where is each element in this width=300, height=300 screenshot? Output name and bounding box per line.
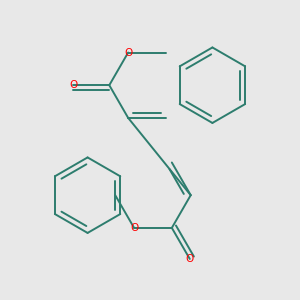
Text: O: O	[186, 254, 194, 264]
Text: O: O	[130, 223, 138, 233]
Text: O: O	[69, 80, 78, 90]
Text: O: O	[124, 47, 132, 58]
